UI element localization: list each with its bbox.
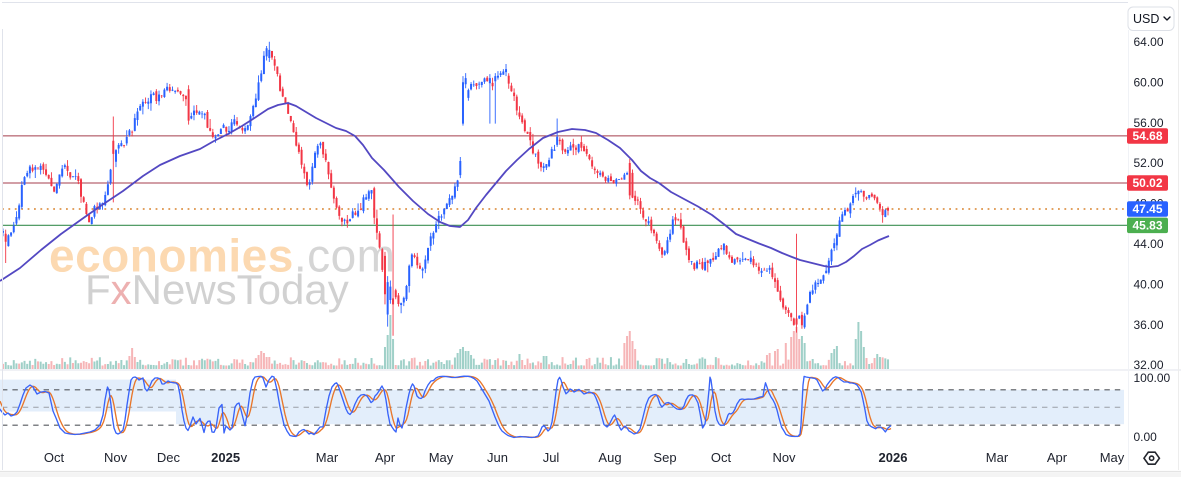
svg-text:32.00: 32.00 — [1134, 358, 1164, 372]
svg-text:Jul: Jul — [543, 450, 560, 465]
svg-text:44.00: 44.00 — [1134, 237, 1164, 251]
svg-text:Apr: Apr — [375, 450, 396, 465]
svg-text:54.68: 54.68 — [1132, 129, 1162, 143]
svg-text:Oct: Oct — [44, 450, 65, 465]
svg-text:Dec: Dec — [157, 450, 181, 465]
svg-text:Jun: Jun — [487, 450, 508, 465]
svg-text:FxNewsToday: FxNewsToday — [85, 266, 349, 313]
svg-text:64.00: 64.00 — [1134, 35, 1164, 49]
svg-text:Oct: Oct — [711, 450, 732, 465]
svg-text:2025: 2025 — [211, 450, 240, 465]
svg-text:May: May — [1100, 450, 1125, 465]
svg-text:2026: 2026 — [879, 450, 908, 465]
svg-text:Sep: Sep — [653, 450, 676, 465]
svg-text:Mar: Mar — [986, 450, 1009, 465]
svg-text:economies.com: economies.com — [49, 230, 396, 282]
svg-text:40.00: 40.00 — [1134, 277, 1164, 291]
svg-text:60.00: 60.00 — [1134, 75, 1164, 89]
svg-text:Aug: Aug — [598, 450, 621, 465]
svg-text:Nov: Nov — [772, 450, 796, 465]
svg-text:56.00: 56.00 — [1134, 116, 1164, 130]
svg-text:May: May — [429, 450, 454, 465]
svg-text:50.02: 50.02 — [1132, 176, 1162, 190]
svg-text:USD: USD — [1133, 12, 1159, 26]
svg-text:Apr: Apr — [1047, 450, 1068, 465]
svg-text:52.00: 52.00 — [1134, 156, 1164, 170]
svg-text:Mar: Mar — [316, 450, 339, 465]
svg-text:Nov: Nov — [104, 450, 128, 465]
svg-text:100.00: 100.00 — [1134, 371, 1171, 385]
svg-text:47.45: 47.45 — [1132, 202, 1162, 216]
svg-text:45.83: 45.83 — [1132, 219, 1162, 233]
svg-text:0.00: 0.00 — [1134, 430, 1158, 444]
svg-text:36.00: 36.00 — [1134, 318, 1164, 332]
